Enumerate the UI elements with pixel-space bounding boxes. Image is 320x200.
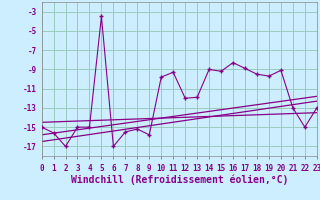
X-axis label: Windchill (Refroidissement éolien,°C): Windchill (Refroidissement éolien,°C) xyxy=(70,174,288,185)
